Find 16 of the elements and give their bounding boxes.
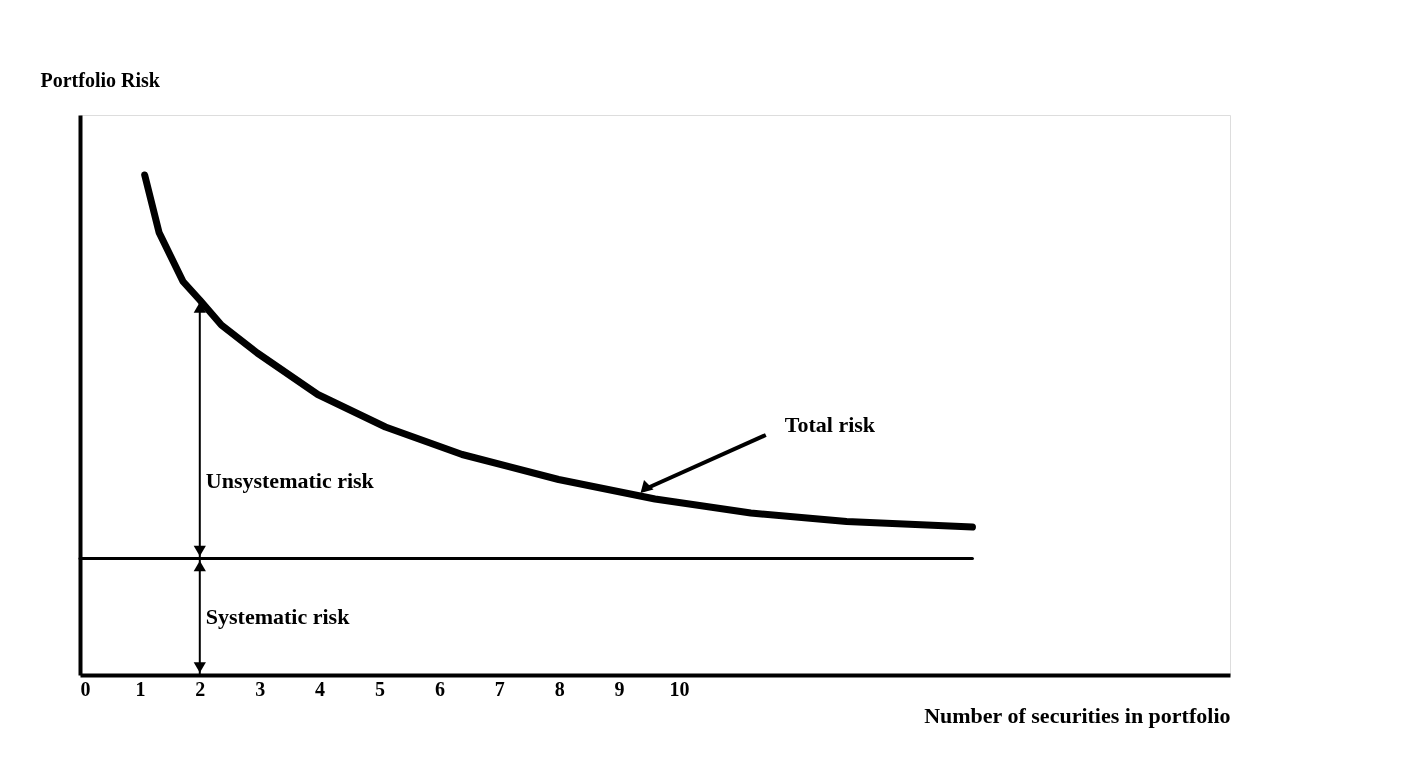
- x-tick-label: 10: [669, 677, 690, 700]
- x-tick-label: 8: [554, 677, 565, 700]
- x-tick-label: 6: [434, 677, 445, 700]
- x-tick-label: 3: [255, 677, 266, 700]
- annotation: Systematic risk: [205, 603, 351, 629]
- x-tick-label: 0: [80, 677, 91, 700]
- x-tick-label: 5: [374, 677, 385, 700]
- x-axis-title: Number of securities in portfolio: [924, 702, 1231, 728]
- x-tick-label: 4: [315, 677, 326, 700]
- x-tick-label: 1: [135, 677, 146, 700]
- x-tick-label: 9: [614, 677, 625, 700]
- annotation: Total risk: [784, 412, 876, 437]
- x-tick-label: 2: [195, 677, 206, 700]
- x-tick-label: 7: [494, 677, 505, 700]
- annotation: Unsystematic risk: [205, 467, 375, 493]
- y-axis-title: Portfolio Risk: [40, 68, 161, 91]
